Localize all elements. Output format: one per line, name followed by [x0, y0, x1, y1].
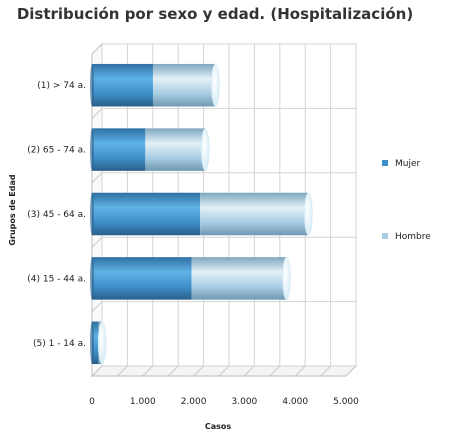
bar-mujer: [92, 63, 153, 107]
bar-hombre: [200, 192, 309, 236]
side-gridline: [91, 172, 103, 184]
bars: [90, 63, 313, 365]
bar-hombre: [191, 257, 287, 300]
bar-end-cap: [211, 63, 220, 107]
legend-swatch-mujer: [382, 160, 388, 166]
bar-mujer: [92, 128, 146, 171]
x-axis-label: Casos: [205, 422, 232, 431]
bar-mujer: [92, 257, 192, 300]
floor-gridline: [294, 365, 306, 377]
side-gridline: [91, 301, 103, 312]
x-tick-label: 4.000: [282, 397, 308, 407]
legend-swatch-hombre: [382, 233, 388, 239]
floor-gridline: [345, 365, 357, 377]
side-gridline: [91, 108, 103, 119]
x-tick-label: 5.000: [333, 397, 359, 407]
x-tick-label: 1.000: [130, 397, 156, 407]
bar-end-cap: [304, 192, 313, 236]
y-tick-label: (3) 45 - 64 a.: [27, 210, 86, 220]
chart-title: Distribución por sexo y edad. (Hospitali…: [17, 5, 413, 23]
bar-mujer: [92, 192, 201, 236]
x-tick-labels: 0 1.000 2.000 3.000 4.000 5.000: [89, 397, 359, 407]
side-gridline: [91, 43, 103, 55]
bar-start-cap: [90, 321, 94, 365]
floor-gridline: [320, 365, 331, 377]
legend: Mujer Hombre: [382, 159, 431, 242]
side-gridline: [91, 365, 103, 377]
floor-gridline: [193, 365, 204, 377]
floor-gridline: [167, 365, 179, 377]
bar-end-cap: [201, 128, 210, 172]
side-gridline: [91, 236, 103, 248]
x-tick-label: 0: [89, 397, 95, 407]
bar-start-cap: [90, 128, 94, 171]
floor-gridline: [142, 365, 154, 377]
legend-label-mujer: Mujer: [395, 159, 421, 169]
bar-start-cap: [90, 63, 94, 107]
x-tick-label: 2.000: [181, 397, 207, 407]
y-tick-label: (4) 15 - 44 a.: [27, 274, 86, 284]
floor-gridline: [117, 365, 128, 377]
bar-hombre: [145, 128, 206, 171]
bar-start-cap: [90, 257, 94, 300]
floor-gridline: [244, 365, 255, 377]
y-tick-labels: (1) > 74 a. (2) 65 - 74 a. (3) 45 - 64 a. (…: [27, 81, 86, 349]
legend-label-hombre: Hombre: [395, 232, 431, 242]
bar-end-cap: [282, 256, 291, 300]
floor-gridline: [218, 365, 230, 377]
y-axis-label: Grupos de Edad: [8, 174, 17, 246]
floor-gridline: [269, 365, 281, 377]
bar-mujer: [92, 321, 99, 365]
y-tick-label: (5) 1 - 14 a.: [33, 339, 86, 349]
bar-start-cap: [90, 192, 94, 236]
bar-hombre: [152, 63, 216, 107]
x-tick-label: 3.000: [232, 397, 258, 407]
y-tick-label: (1) > 74 a.: [37, 81, 86, 91]
y-tick-label: (2) 65 - 74 a.: [27, 146, 86, 156]
bar-end-cap: [97, 321, 107, 365]
